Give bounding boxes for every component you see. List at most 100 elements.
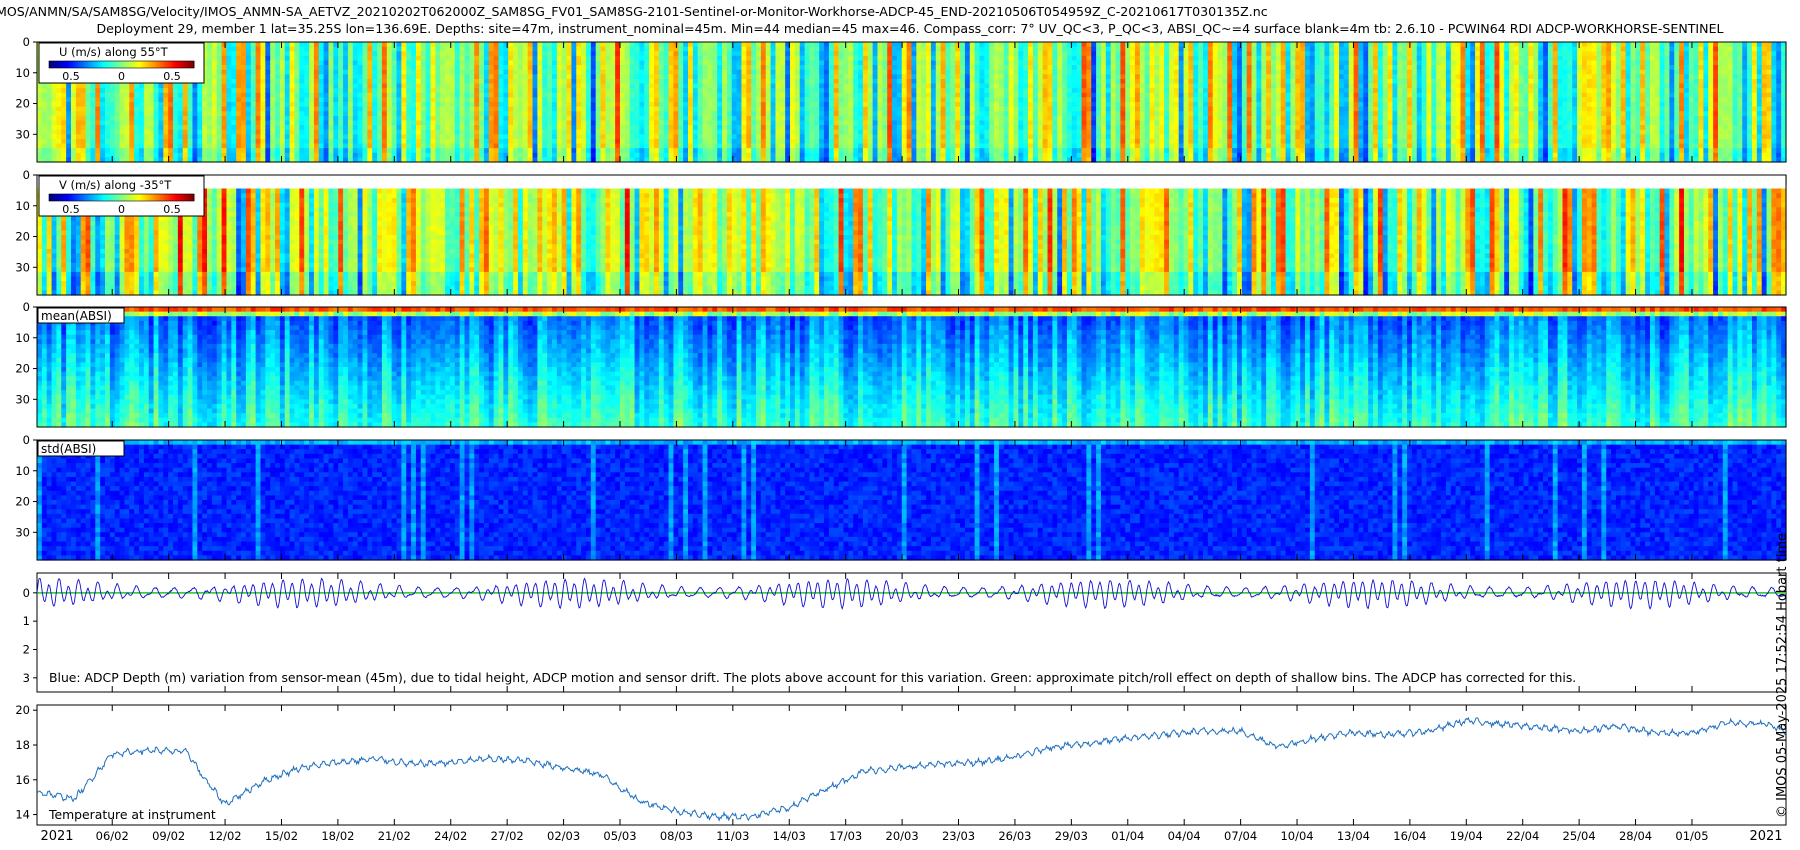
heatmap-cell — [52, 102, 57, 107]
heatmap-cell — [139, 97, 144, 102]
heatmap-cell — [421, 70, 426, 75]
heatmap-cell — [484, 102, 489, 107]
heatmap-cell — [557, 130, 562, 135]
heatmap-cell — [358, 42, 363, 47]
heatmap-cell — [363, 56, 368, 61]
heatmap-cell — [163, 88, 168, 93]
heatmap-cell — [698, 84, 703, 89]
heatmap-cell — [469, 65, 474, 70]
heatmap-cell — [771, 116, 776, 121]
heatmap-cell — [241, 153, 246, 158]
heatmap-cell — [639, 139, 644, 144]
heatmap-cell — [86, 144, 91, 149]
heatmap-cell — [406, 56, 411, 61]
heatmap-cell — [299, 47, 304, 52]
heatmap-cell — [299, 42, 304, 47]
heatmap-cell — [217, 102, 222, 107]
heatmap-cell — [299, 148, 304, 153]
heatmap-cell — [717, 139, 722, 144]
heatmap-cell — [771, 144, 776, 149]
heatmap-cell — [465, 102, 470, 107]
heatmap-cell — [562, 84, 567, 89]
heatmap-cell — [314, 144, 319, 149]
heatmap-cell — [435, 144, 440, 149]
heatmap-cell — [703, 116, 708, 121]
heatmap-cell — [576, 116, 581, 121]
heatmap-cell — [766, 107, 771, 112]
heatmap-cell — [411, 144, 416, 149]
heatmap-cell — [542, 88, 547, 93]
heatmap-cell — [469, 134, 474, 139]
heatmap-cell — [217, 107, 222, 112]
heatmap-cell — [188, 125, 193, 130]
heatmap-cell — [746, 56, 751, 61]
heatmap-cell — [678, 125, 683, 130]
heatmap-cell — [474, 134, 479, 139]
heatmap-cell — [649, 102, 654, 107]
heatmap-cell — [518, 51, 523, 56]
heatmap-cell — [474, 74, 479, 79]
heatmap-cell — [771, 84, 776, 89]
heatmap-cell — [644, 42, 649, 47]
heatmap-cell — [586, 153, 591, 158]
heatmap-cell — [348, 47, 353, 52]
heatmap-cell — [212, 65, 217, 70]
heatmap-cell — [358, 130, 363, 135]
heatmap-cell — [435, 84, 440, 89]
heatmap-cell — [489, 139, 494, 144]
heatmap-cell — [537, 116, 542, 121]
heatmap-cell — [518, 70, 523, 75]
heatmap-cell — [591, 70, 596, 75]
heatmap-cell — [309, 65, 314, 70]
heatmap-cell — [440, 148, 445, 153]
heatmap-cell — [771, 125, 776, 130]
heatmap-cell — [338, 70, 343, 75]
heatmap-cell — [562, 74, 567, 79]
heatmap-cell — [605, 130, 610, 135]
heatmap-cell — [445, 107, 450, 112]
heatmap-cell — [678, 107, 683, 112]
heatmap-cell — [149, 97, 154, 102]
heatmap-cell — [712, 60, 717, 65]
heatmap-cell — [499, 116, 504, 121]
heatmap-cell — [581, 153, 586, 158]
heatmap-cell — [591, 120, 596, 125]
heatmap-cell — [494, 139, 499, 144]
heatmap-cell — [387, 111, 392, 116]
heatmap-cell — [246, 125, 251, 130]
heatmap-cell — [518, 116, 523, 121]
heatmap-cell — [586, 116, 591, 121]
heatmap-cell — [625, 47, 630, 52]
heatmap-cell — [737, 130, 742, 135]
heatmap-cell — [455, 130, 460, 135]
heatmap-cell — [304, 60, 309, 65]
heatmap-cell — [756, 153, 761, 158]
heatmap-cell — [761, 60, 766, 65]
heatmap-cell — [766, 65, 771, 70]
heatmap-cell — [285, 70, 290, 75]
heatmap-cell — [465, 148, 470, 153]
heatmap-cell — [465, 125, 470, 130]
heatmap-cell — [236, 153, 241, 158]
heatmap-cell — [358, 116, 363, 121]
heatmap-cell — [280, 130, 285, 135]
heatmap-cell — [746, 130, 751, 135]
heatmap-cell — [552, 120, 557, 125]
heatmap-cell — [363, 102, 368, 107]
heatmap-cell — [450, 130, 455, 135]
heatmap-cell — [236, 148, 241, 153]
heatmap-cell — [66, 139, 71, 144]
heatmap-cell — [445, 88, 450, 93]
heatmap-cell — [474, 79, 479, 84]
heatmap-cell — [508, 70, 513, 75]
heatmap-cell — [61, 84, 66, 89]
heatmap-cell — [207, 102, 212, 107]
heatmap-cell — [105, 148, 110, 153]
heatmap-cell — [319, 93, 324, 98]
heatmap-cell — [707, 130, 712, 135]
heatmap-cell — [639, 79, 644, 84]
heatmap-cell — [440, 111, 445, 116]
heatmap-cell — [333, 93, 338, 98]
heatmap-cell — [173, 102, 178, 107]
heatmap-cell — [246, 111, 251, 116]
